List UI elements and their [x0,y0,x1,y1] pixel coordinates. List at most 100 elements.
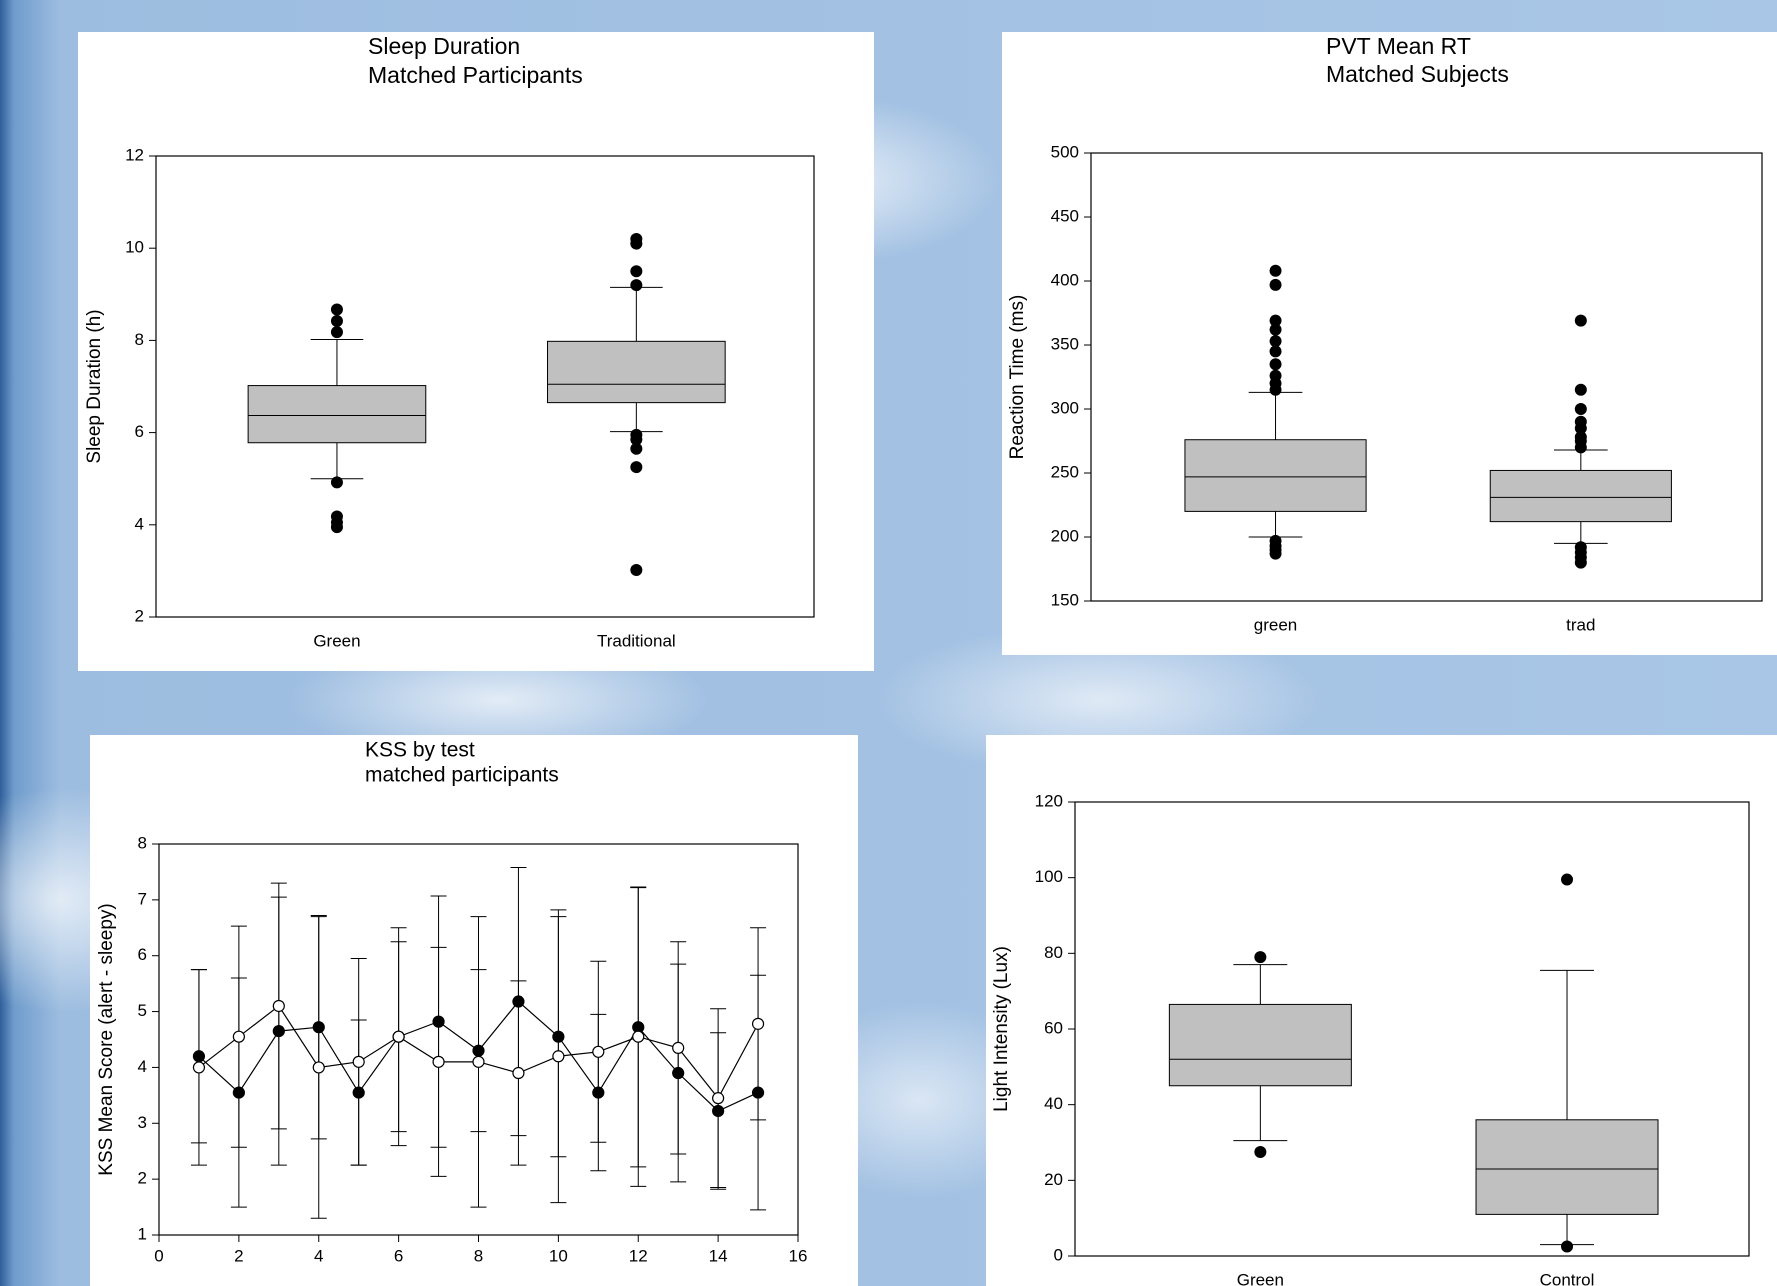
outlier [1270,370,1282,382]
point [273,1026,284,1037]
y-tick-label: 20 [1044,1170,1063,1189]
outlier [1561,874,1573,886]
y-tick-label: 12 [125,145,144,164]
box [1185,440,1366,512]
chart-title: Sleep Duration [368,33,520,59]
y-tick-label: 250 [1051,462,1079,481]
y-tick-label: 80 [1044,943,1063,962]
box [548,341,726,402]
outlier [331,315,343,327]
box [1476,1120,1658,1215]
point [673,1068,684,1079]
chart-subtitle: matched participants [365,764,559,787]
outlier [1254,1146,1266,1158]
y-tick-label: 6 [138,945,147,964]
chart-title: PVT Mean RT [1326,33,1471,59]
y-axis-label: Light Intensity (Lux) [991,946,1012,1112]
point [193,1051,204,1062]
y-tick-label: 1 [138,1224,147,1243]
box [248,386,426,443]
outlier [630,443,642,455]
y-tick-label: 10 [125,238,144,257]
page: {"chart_data": [ {"type": "box", "title"… [0,0,1777,1286]
point [473,1045,484,1056]
panel [1002,32,1777,655]
charts: Sleep Duration Matched Participants Sleep … [0,0,1777,1286]
box [1169,1004,1351,1085]
x-tick-label: Control [1540,1270,1595,1286]
outlier [630,233,642,245]
point [513,996,524,1007]
y-axis-label: Sleep Duration (h) [84,309,105,463]
point [313,1022,324,1033]
chart-subtitle: Matched Subjects [1326,61,1509,87]
point [233,1087,244,1098]
y-tick-label: 400 [1051,270,1079,289]
y-tick-label: 100 [1035,867,1063,886]
point [433,1016,444,1027]
y-tick-label: 40 [1044,1094,1063,1113]
y-tick-label: 120 [1035,791,1063,810]
outlier [331,521,343,533]
y-tick-label: 0 [1054,1245,1063,1264]
y-tick-label: 3 [138,1113,147,1132]
x-tick-label: 10 [549,1246,568,1265]
x-tick-label: green [1254,615,1297,634]
point [393,1031,404,1042]
outlier [1270,358,1282,370]
outlier [630,265,642,277]
x-tick-label: trad [1566,615,1595,634]
point [513,1068,524,1079]
point [673,1042,684,1053]
outlier [1270,548,1282,560]
outlier [1270,335,1282,347]
y-tick-label: 60 [1044,1018,1063,1037]
point [193,1062,204,1073]
y-tick-label: 2 [138,1169,147,1188]
panel [90,735,858,1286]
x-tick-label: 14 [709,1246,728,1265]
x-tick-label: Green [313,631,360,650]
y-tick-label: 6 [135,422,144,441]
outlier [331,476,343,488]
chart-subtitle: Matched Participants [368,62,583,88]
point [593,1087,604,1098]
x-tick-label: 8 [474,1246,483,1265]
point [233,1031,244,1042]
point [353,1056,364,1067]
outlier [331,326,343,338]
point [713,1093,724,1104]
panel [78,32,874,671]
y-tick-label: 5 [138,1001,147,1020]
outlier [1270,345,1282,357]
point [473,1056,484,1067]
x-tick-label: 0 [154,1246,163,1265]
y-tick-label: 500 [1051,142,1079,161]
outlier [630,461,642,473]
point [753,1018,764,1029]
outlier [1270,265,1282,277]
point [713,1105,724,1116]
outlier [1575,384,1587,396]
x-tick-label: 6 [394,1246,403,1265]
y-tick-label: 200 [1051,526,1079,545]
y-tick-label: 450 [1051,206,1079,225]
point [753,1087,764,1098]
point [553,1031,564,1042]
y-tick-label: 4 [135,514,144,533]
y-tick-label: 2 [135,606,144,625]
point [433,1056,444,1067]
y-tick-label: 300 [1051,398,1079,417]
point [313,1062,324,1073]
y-tick-label: 8 [135,330,144,349]
outlier [1575,315,1587,327]
outlier [630,564,642,576]
outlier [630,279,642,291]
x-tick-label: 16 [789,1246,808,1265]
y-tick-label: 7 [138,889,147,908]
outlier [1575,557,1587,569]
box [1490,470,1671,521]
point [593,1046,604,1057]
point [353,1087,364,1098]
y-tick-label: 8 [138,833,147,852]
